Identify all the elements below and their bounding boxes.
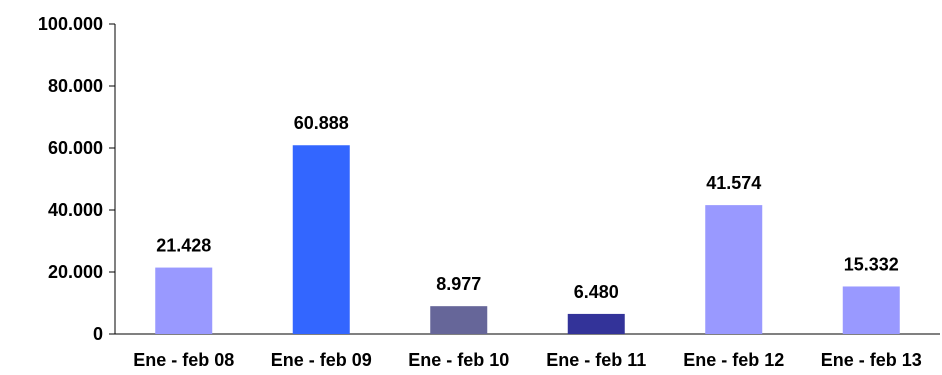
x-tick-label: Ene - feb 11 [546,350,646,370]
y-tick-label: 0 [93,324,103,344]
data-labels: 21.428 60.888 8.977 6.480 41.574 15.332 [156,113,899,302]
bar [567,313,625,334]
y-tick-label: 100.000 [38,14,103,34]
bar [155,267,213,334]
bar [292,145,350,334]
data-label: 8.977 [436,274,481,294]
data-label: 6.480 [574,282,619,302]
data-label: 60.888 [294,113,349,133]
x-tick-label: Ene - feb 10 [408,350,509,370]
y-tick-label: 20.000 [48,262,103,282]
bar [430,306,488,334]
y-tick-label: 60.000 [48,138,103,158]
x-tick-label: Ene - feb 12 [683,350,784,370]
bar [842,286,900,334]
data-label: 21.428 [156,236,211,256]
y-tick-label: 80.000 [48,76,103,96]
data-label: 41.574 [706,173,761,193]
y-tick-label: 40.000 [48,200,103,220]
data-label: 15.332 [844,254,899,274]
bars [155,145,900,334]
bar [705,205,763,334]
axes: 0 20.000 40.000 60.000 80.000 100.000 Ene - fe… [38,14,940,370]
x-tick-label: Ene - feb 13 [821,350,922,370]
x-tick-label: Ene - feb 08 [133,350,234,370]
x-tick-label: Ene - feb 09 [271,350,372,370]
